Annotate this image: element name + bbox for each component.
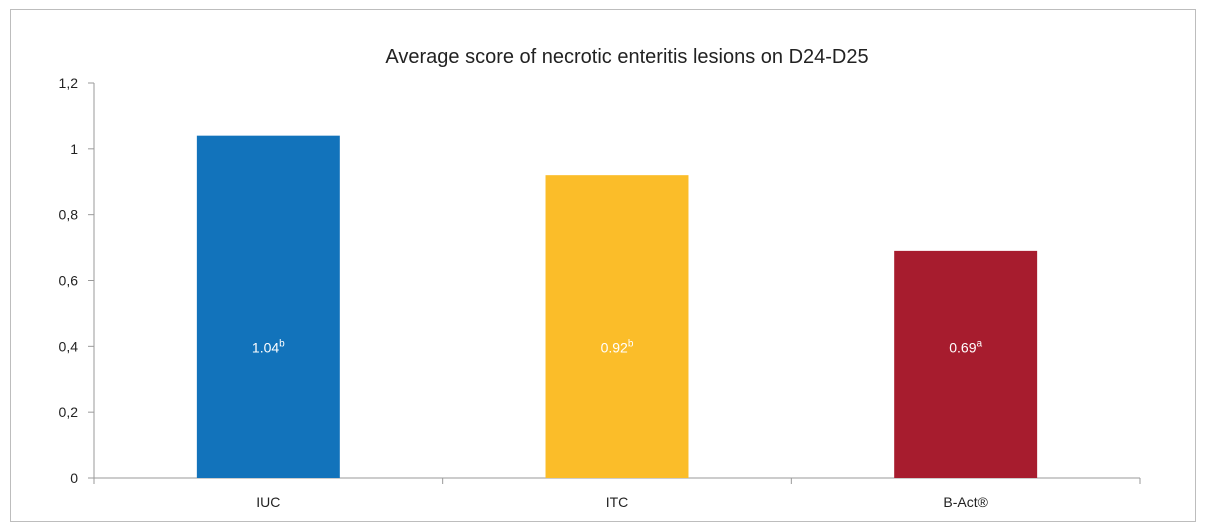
y-tick-label: 0,8 bbox=[59, 207, 79, 223]
bars-group bbox=[196, 135, 1038, 478]
y-tick-label: 1 bbox=[70, 141, 78, 157]
x-axis: IUC ITC B-Act® bbox=[93, 477, 1141, 510]
y-tick-label: 0,6 bbox=[59, 273, 79, 289]
y-tick-label: 0 bbox=[70, 470, 78, 486]
y-axis: 0 0,2 0,4 0,6 0,8 1 1,2 bbox=[59, 75, 95, 486]
bar-3 bbox=[894, 250, 1038, 478]
data-labels-group: 1.04b 0.92b 0.69a bbox=[252, 338, 983, 355]
x-category-label: IUC bbox=[256, 494, 280, 510]
y-tick-label: 1,2 bbox=[59, 75, 79, 91]
x-category-label: ITC bbox=[606, 494, 629, 510]
y-tick-label: 0,2 bbox=[59, 404, 79, 420]
x-category-label: B-Act® bbox=[943, 494, 988, 510]
bar-2 bbox=[545, 175, 689, 478]
y-tick-label: 0,4 bbox=[59, 338, 79, 354]
bar-value-label: 0.69a bbox=[949, 338, 982, 355]
bar-value-label: 1.04b bbox=[252, 338, 285, 355]
bar-value-label: 0.92b bbox=[601, 338, 634, 355]
chart-title: Average score of necrotic enteritis lesi… bbox=[385, 46, 868, 68]
bar-1 bbox=[196, 135, 340, 478]
